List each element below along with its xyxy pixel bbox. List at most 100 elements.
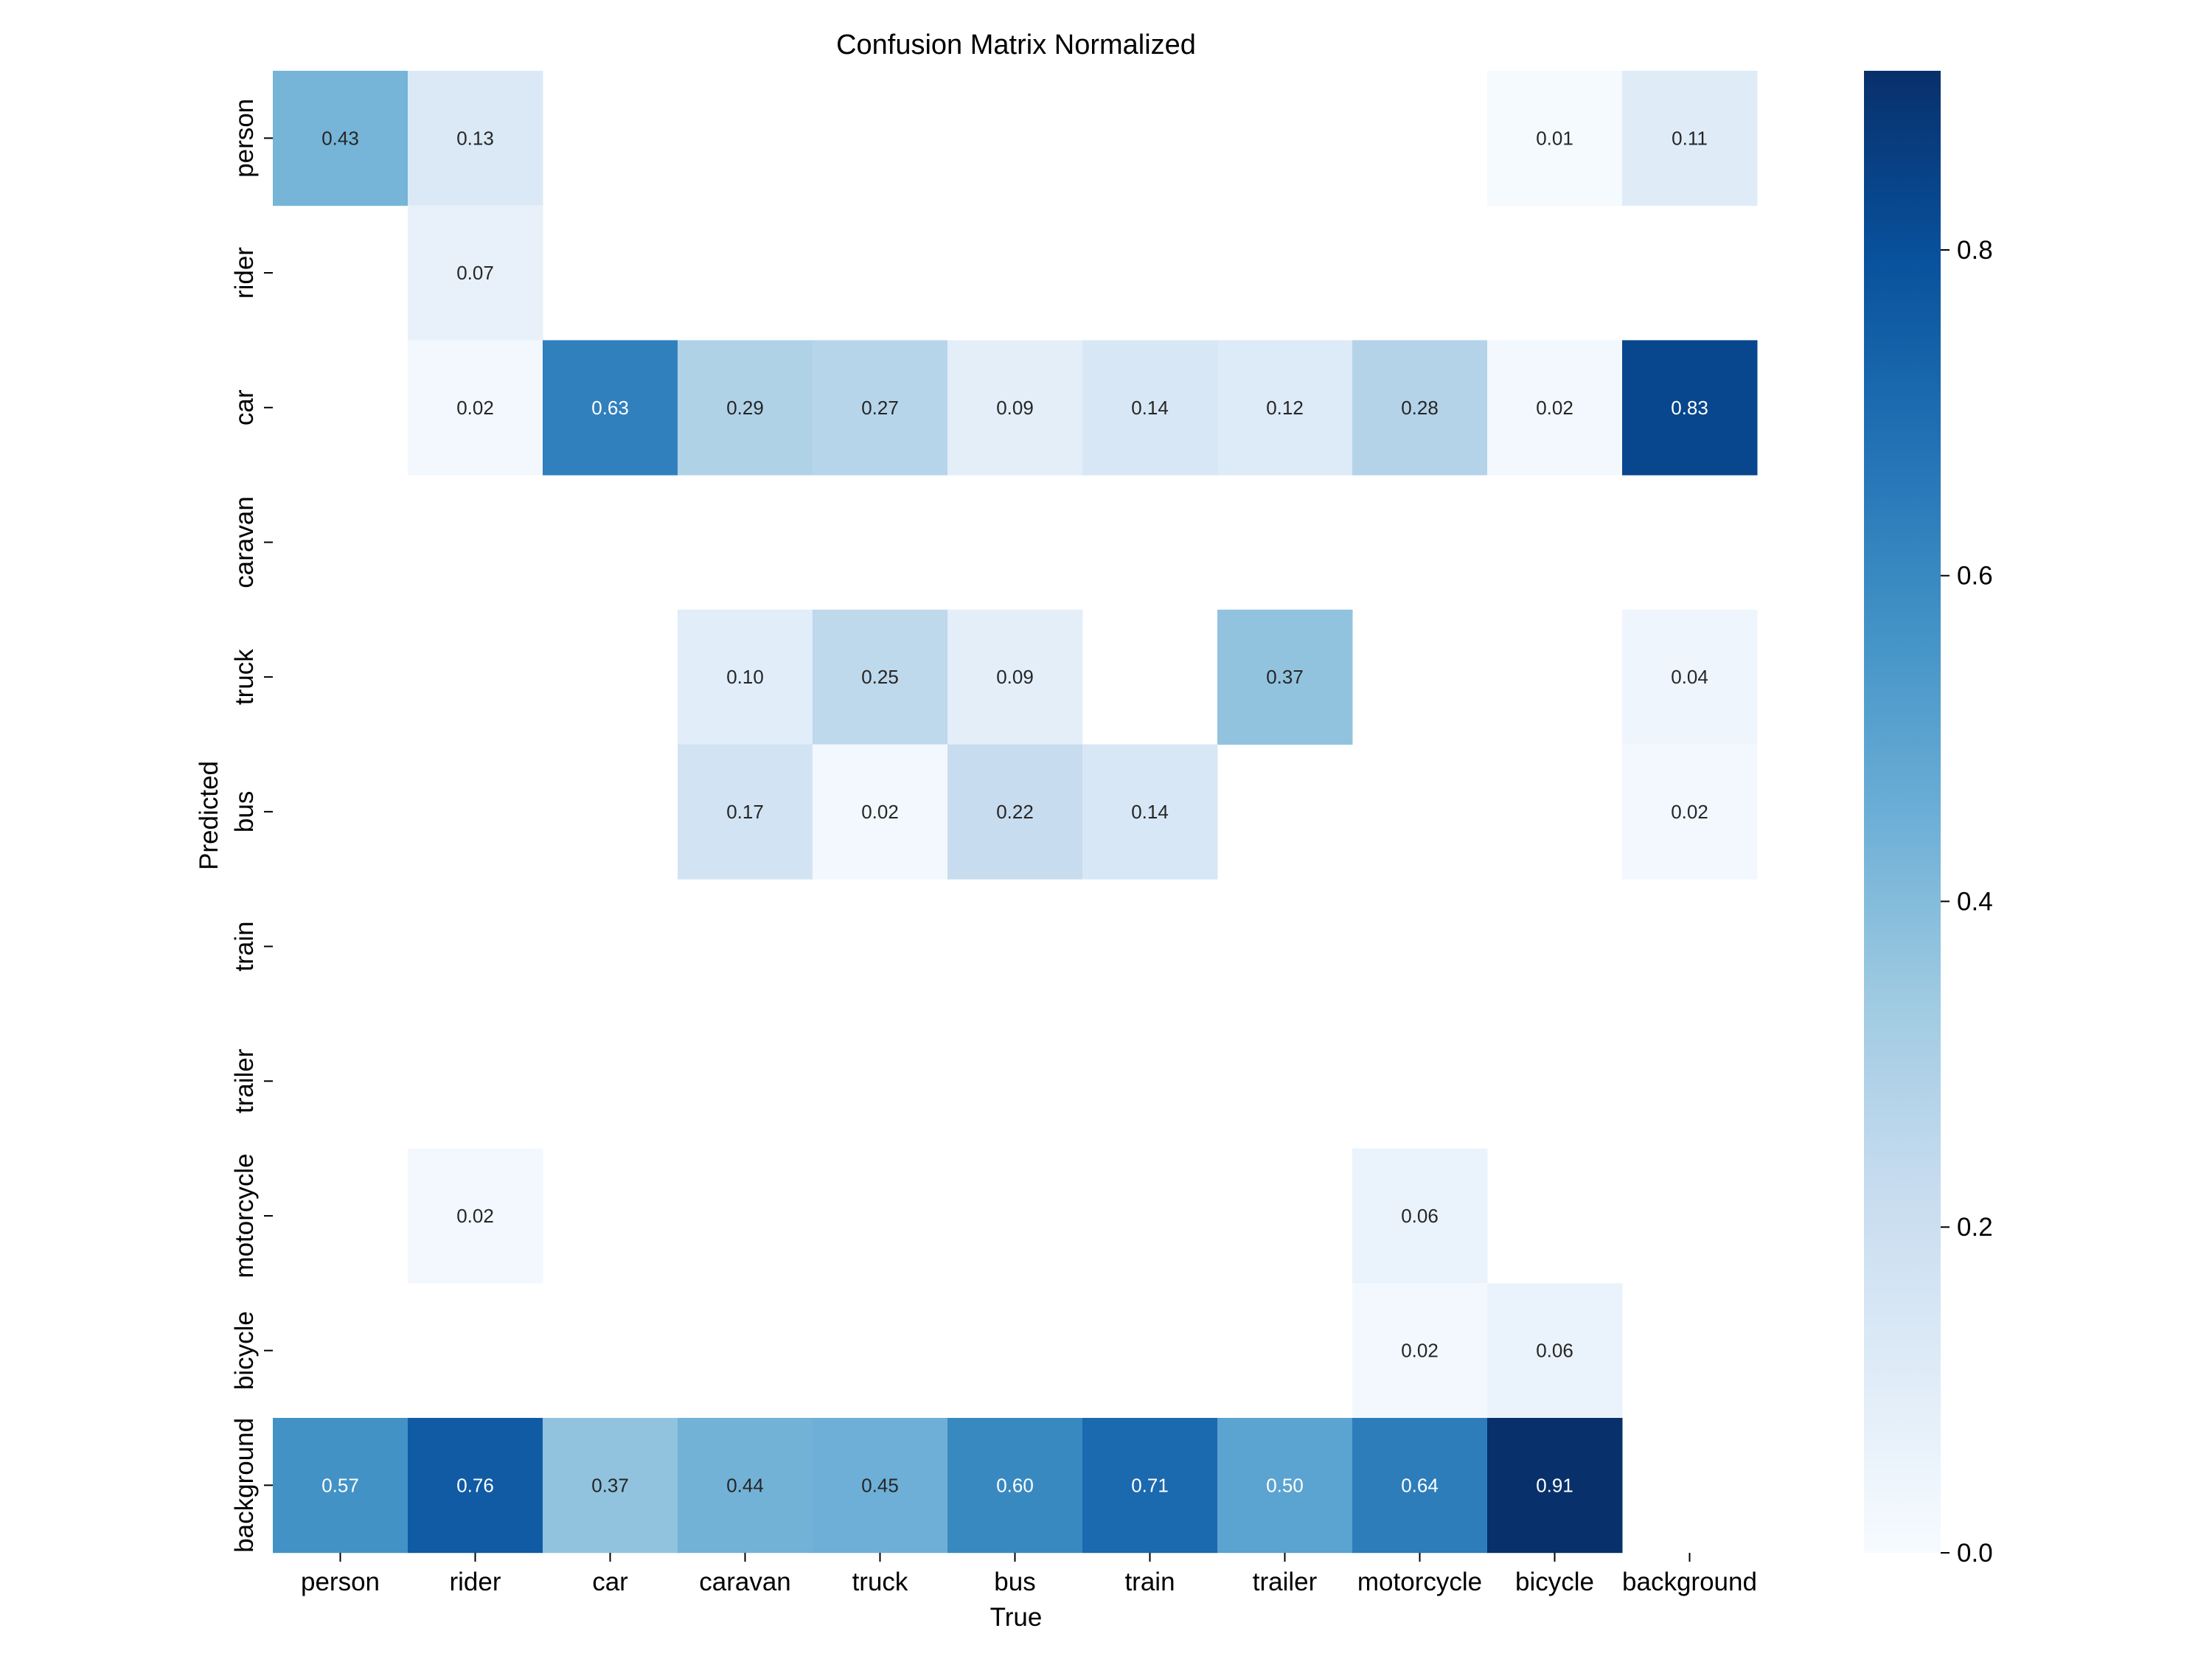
cell-value-label: 0.45 [861,1474,899,1496]
heatmap-cell [1622,744,1758,880]
cell-value-label: 0.13 [456,127,494,149]
heatmap-cell [1487,1283,1623,1419]
heatmap-cell [1487,340,1623,476]
cell-value-label: 0.37 [591,1474,629,1496]
cell-value-label: 0.50 [1266,1474,1304,1496]
cell-value-label: 0.07 [456,262,494,284]
cell-value-label: 0.83 [1671,397,1708,419]
heatmap-cell [1217,340,1353,476]
colorbar-tick-label: 0.0 [1957,1539,1993,1568]
heatmap-cell [543,340,678,476]
cell-value-label: 0.28 [1401,397,1439,419]
y-axis-ticks: person rider car caravan truck bus train traile… [230,99,273,1553]
heatmap-cell [813,609,948,745]
y-tick-label: trailer [230,1048,259,1113]
heatmap-cells [273,71,1758,1554]
colorbar-ticks: 0.0 0.2 0.4 0.6 0.8 [1941,236,1993,1568]
chart-title: Confusion Matrix Normalized [836,29,1196,60]
x-tick-label: train [1124,1568,1175,1596]
heatmap-cell [408,205,543,341]
heatmap-cell [1622,340,1758,476]
y-tick-label: bicycle [230,1311,259,1390]
y-tick-label: car [230,389,259,425]
y-tick-label: rider [230,247,259,299]
cell-value-label: 0.17 [726,801,764,823]
cell-value-label: 0.06 [1401,1205,1439,1227]
heatmap-cell [1487,1418,1623,1554]
heatmap-cell [408,340,543,476]
cell-value-label: 0.14 [1131,801,1169,823]
cell-value-label: 0.02 [1401,1340,1439,1362]
x-axis-label: True [990,1603,1043,1632]
cell-value-label: 0.10 [726,666,764,688]
y-tick-label: bus [230,791,259,832]
x-tick-label: motorcycle [1357,1568,1482,1596]
heatmap-cell-labels: 0.43 0.13 0.01 0.11 0.07 0.02 0.63 0.29 0.27 0.09… [321,127,1708,1496]
cell-value-label: 0.60 [996,1474,1034,1496]
heatmap-cell [678,609,813,745]
heatmap-cell [1352,1418,1488,1554]
x-tick-label: bus [994,1568,1035,1596]
cell-value-label: 0.25 [861,666,899,688]
heatmap-cell [947,1418,1083,1554]
cell-value-label: 0.02 [1536,397,1573,419]
y-tick-label: motorcycle [230,1153,259,1278]
y-tick-label: caravan [230,496,259,588]
heatmap-cell [408,71,543,206]
heatmap-cell [678,744,813,880]
cell-value-label: 0.04 [1671,666,1708,688]
cell-value-label: 0.22 [996,801,1034,823]
heatmap-cell [1082,744,1218,880]
heatmap-cell [1082,1418,1218,1554]
colorbar-tick-label: 0.2 [1957,1213,1993,1242]
y-axis-label: Predicted [195,761,223,870]
y-tick-label: train [230,922,259,972]
cell-value-label: 0.63 [591,397,629,419]
x-tick-label: truck [852,1568,908,1596]
heatmap-cell [1487,71,1623,206]
heatmap-cell [678,340,813,476]
cell-value-label: 0.02 [456,397,494,419]
cell-value-label: 0.09 [996,666,1034,688]
x-tick-label: background [1622,1568,1757,1596]
heatmap-cell [273,71,408,206]
cell-value-label: 0.02 [1671,801,1708,823]
heatmap-cell [1352,340,1488,476]
heatmap-cell [1352,1283,1488,1419]
heatmap-cell [813,744,948,880]
x-tick-label: person [301,1568,380,1596]
colorbar-tick-label: 0.8 [1957,236,1993,265]
cell-value-label: 0.44 [726,1474,764,1496]
heatmap-cell [947,340,1083,476]
heatmap-cell [1217,609,1353,745]
cell-value-label: 0.29 [726,397,764,419]
heatmap-cell [947,744,1083,880]
cell-value-label: 0.37 [1266,666,1304,688]
cell-value-label: 0.06 [1536,1340,1573,1362]
heatmap-cell [408,1148,543,1284]
y-tick-label: background [230,1418,259,1553]
heatmap-cell [947,609,1083,745]
heatmap-cell [408,1418,543,1554]
x-tick-label: trailer [1253,1568,1318,1596]
x-tick-label: car [592,1568,628,1596]
colorbar-tick-label: 0.4 [1957,887,1993,916]
cell-value-label: 0.91 [1536,1474,1573,1496]
x-tick-label: caravan [699,1568,791,1596]
heatmap-cell [1082,340,1218,476]
x-tick-label: bicycle [1515,1568,1594,1596]
y-tick-label: truck [230,649,259,705]
y-tick-label: person [230,99,259,178]
cell-value-label: 0.57 [321,1474,359,1496]
cell-value-label: 0.01 [1536,127,1573,149]
cell-value-label: 0.76 [456,1474,494,1496]
cell-value-label: 0.43 [321,127,359,149]
cell-value-label: 0.64 [1401,1474,1439,1496]
x-tick-label: rider [449,1568,501,1596]
heatmap-cell [1622,609,1758,745]
cell-value-label: 0.02 [861,801,899,823]
heatmap-cell [1622,71,1758,206]
x-axis-ticks: person rider car caravan truck bus train traile… [301,1553,1757,1596]
cell-value-label: 0.11 [1672,127,1708,149]
